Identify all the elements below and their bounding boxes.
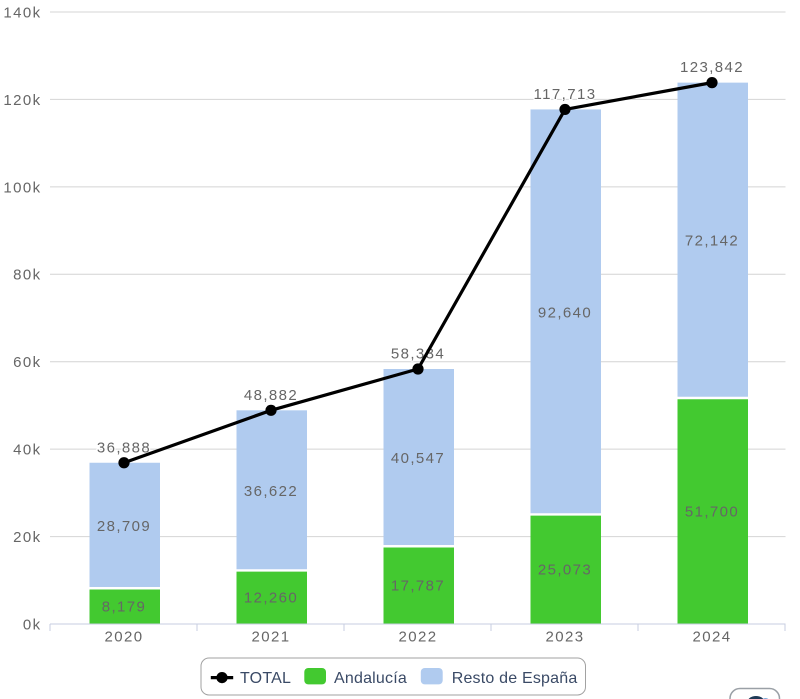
svg-text:36,888: 36,888 bbox=[97, 439, 151, 456]
svg-text:80k: 80k bbox=[13, 267, 41, 284]
svg-text:2020: 2020 bbox=[105, 628, 144, 645]
svg-text:51,700: 51,700 bbox=[685, 503, 739, 520]
svg-text:60k: 60k bbox=[13, 354, 41, 371]
svg-text:123,842: 123,842 bbox=[680, 59, 744, 76]
svg-text:2023: 2023 bbox=[546, 628, 585, 645]
svg-text:20k: 20k bbox=[13, 529, 41, 546]
svg-text:100k: 100k bbox=[3, 179, 41, 196]
svg-text:92,640: 92,640 bbox=[538, 304, 592, 321]
svg-text:2024: 2024 bbox=[693, 628, 732, 645]
svg-text:Andalucía: Andalucía bbox=[334, 670, 407, 687]
svg-text:36,622: 36,622 bbox=[244, 483, 298, 500]
svg-text:TOTAL: TOTAL bbox=[240, 670, 291, 687]
svg-text:0k: 0k bbox=[23, 616, 42, 633]
svg-text:72,142: 72,142 bbox=[685, 233, 739, 250]
svg-text:17,787: 17,787 bbox=[391, 578, 445, 595]
svg-text:25,073: 25,073 bbox=[538, 562, 592, 579]
svg-text:12,260: 12,260 bbox=[244, 590, 298, 607]
svg-text:117,713: 117,713 bbox=[534, 86, 597, 103]
svg-text:58,334: 58,334 bbox=[391, 346, 445, 363]
svg-text:140k: 140k bbox=[3, 4, 41, 21]
svg-text:2022: 2022 bbox=[399, 628, 438, 645]
svg-text:120k: 120k bbox=[3, 92, 41, 109]
svg-text:40k: 40k bbox=[13, 442, 41, 459]
svg-text:48,882: 48,882 bbox=[244, 387, 298, 404]
svg-text:2021: 2021 bbox=[252, 628, 291, 645]
svg-text:28,709: 28,709 bbox=[97, 518, 151, 535]
svg-text:Resto de España: Resto de España bbox=[452, 670, 578, 687]
svg-text:40,547: 40,547 bbox=[391, 450, 445, 467]
svg-text:8,179: 8,179 bbox=[102, 599, 147, 616]
